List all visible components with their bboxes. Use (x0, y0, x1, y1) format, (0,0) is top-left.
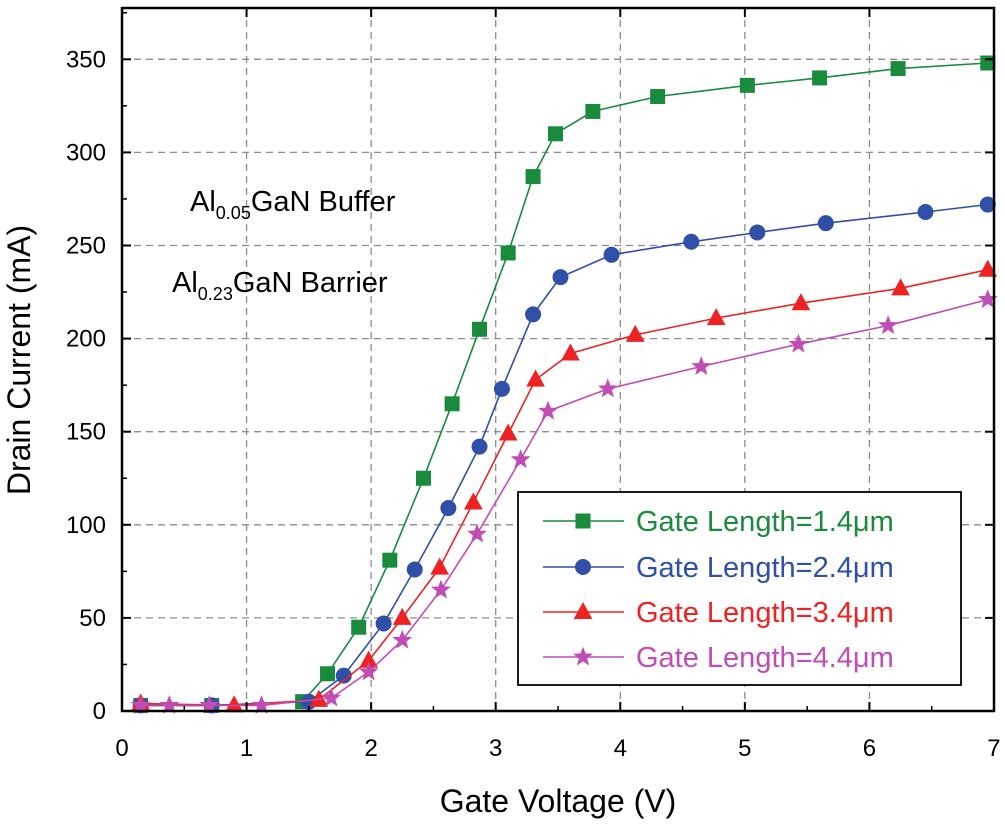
series-4-point (321, 687, 342, 707)
y-tick-label: 250 (66, 233, 106, 260)
annotation-barrier-post: GaN Barrier (233, 267, 388, 299)
series-4-point (538, 400, 558, 420)
legend-label-1: Gate Length=1.4μm (636, 506, 894, 538)
grid (122, 8, 994, 711)
series-2-point (683, 233, 700, 250)
plot-series (130, 55, 998, 714)
series-2-point (749, 224, 766, 241)
series-4-point (130, 694, 151, 714)
x-tick-label: 4 (614, 735, 627, 762)
series-1-point (525, 169, 541, 185)
legend-label-2: Gate Length=2.4μm (636, 552, 894, 584)
series-2-point (375, 615, 392, 632)
series-4 (130, 289, 998, 714)
legend-key-marker-4 (573, 646, 593, 666)
annotation-buffer-sub: 0.05 (216, 203, 251, 223)
x-tick-label: 6 (863, 735, 876, 762)
series-4-point (597, 378, 618, 398)
series-1-point (472, 321, 488, 337)
series-2-point (406, 561, 423, 578)
legend-key-marker-3 (573, 601, 593, 619)
y-tick-label: 200 (66, 326, 106, 353)
series-4-point (510, 449, 531, 469)
series-3-point (392, 607, 412, 625)
legend-key-marker-1 (575, 513, 591, 529)
series-3-point (561, 343, 580, 361)
series-1-point (500, 245, 516, 261)
series-1-point (415, 470, 431, 486)
annotation-barrier-pre: Al (172, 267, 198, 299)
legend: Gate Length=1.4μm Gate Length=2.4μm Gate… (517, 491, 962, 686)
y-axis-title: Drain Current (mA) (1, 225, 37, 495)
series-1-point (890, 61, 906, 77)
series-2-point (525, 306, 542, 323)
series-4-point (159, 694, 180, 714)
x-tick-label: 7 (987, 735, 1000, 762)
series-1-point (812, 70, 828, 86)
series-4-point (878, 315, 899, 334)
x-tick-label: 3 (489, 735, 502, 762)
series-4-point (251, 694, 272, 714)
series-1-point (980, 55, 996, 71)
series-3-point (625, 324, 645, 342)
x-tick-label: 0 (115, 735, 128, 762)
series-4-point (199, 694, 220, 714)
series-3-point (891, 278, 910, 296)
annotation-buffer: Al0.05GaN Buffer (190, 186, 396, 223)
annotation-barrier: Al0.23GaN Barrier (172, 267, 388, 304)
annotation-buffer-post: GaN Buffer (251, 186, 396, 218)
series-1-point (351, 619, 367, 635)
series-4-point (788, 333, 809, 353)
x-tick-label: 2 (364, 735, 377, 762)
x-tick-label: 5 (738, 735, 751, 762)
x-axis-title: Gate Voltage (V) (440, 783, 677, 819)
series-1-point (650, 89, 666, 105)
y-tick-label: 50 (79, 605, 106, 632)
y-tick-label: 300 (66, 139, 106, 166)
annotation-barrier-sub: 0.23 (198, 284, 233, 304)
series-3-point (463, 492, 483, 510)
series-3-point (526, 369, 545, 387)
y-tick-label: 0 (93, 698, 106, 725)
series-3-point (430, 557, 449, 575)
series-3 (131, 259, 998, 713)
series-1-point (548, 126, 564, 142)
series-3-point (978, 259, 998, 277)
series-4-line (140, 298, 989, 707)
series-3-point (791, 293, 811, 311)
series-4-point (467, 523, 487, 543)
legend-key-marker-2 (575, 559, 591, 575)
series-4-point (358, 661, 379, 681)
series-2-point (979, 196, 996, 213)
series-1-point (382, 552, 398, 568)
series-2-point (440, 500, 457, 517)
y-tick-label: 100 (66, 512, 106, 539)
series-1-point (320, 666, 336, 682)
series-1-point (444, 396, 460, 412)
series-4-point (691, 356, 712, 375)
series-4-point (392, 629, 413, 649)
series-1-point (739, 77, 755, 93)
legend-keys (543, 513, 624, 666)
legend-box (517, 491, 962, 686)
series-2-point (817, 215, 834, 232)
series-2-point (335, 667, 352, 684)
y-tick-label: 150 (66, 419, 106, 446)
series-2-point (917, 203, 934, 220)
axis-ticks: 0 1 2 3 4 5 6 7 0 50 100 150 200 250 300 350 (66, 8, 1001, 762)
series-2-point (552, 269, 569, 286)
legend-label-4: Gate Length=4.4μm (636, 642, 894, 674)
series-1-point (585, 103, 601, 119)
series-4-point (430, 579, 451, 599)
series-3-point (706, 308, 726, 326)
series-2-point (493, 380, 510, 397)
series-2-point (603, 246, 620, 263)
y-tick-label: 350 (66, 46, 106, 73)
series-3-point (498, 423, 518, 441)
x-tick-label: 1 (240, 735, 253, 762)
legend-label-3: Gate Length=3.4μm (636, 597, 894, 629)
series-2-point (471, 438, 488, 455)
annotation-buffer-pre: Al (190, 186, 216, 218)
